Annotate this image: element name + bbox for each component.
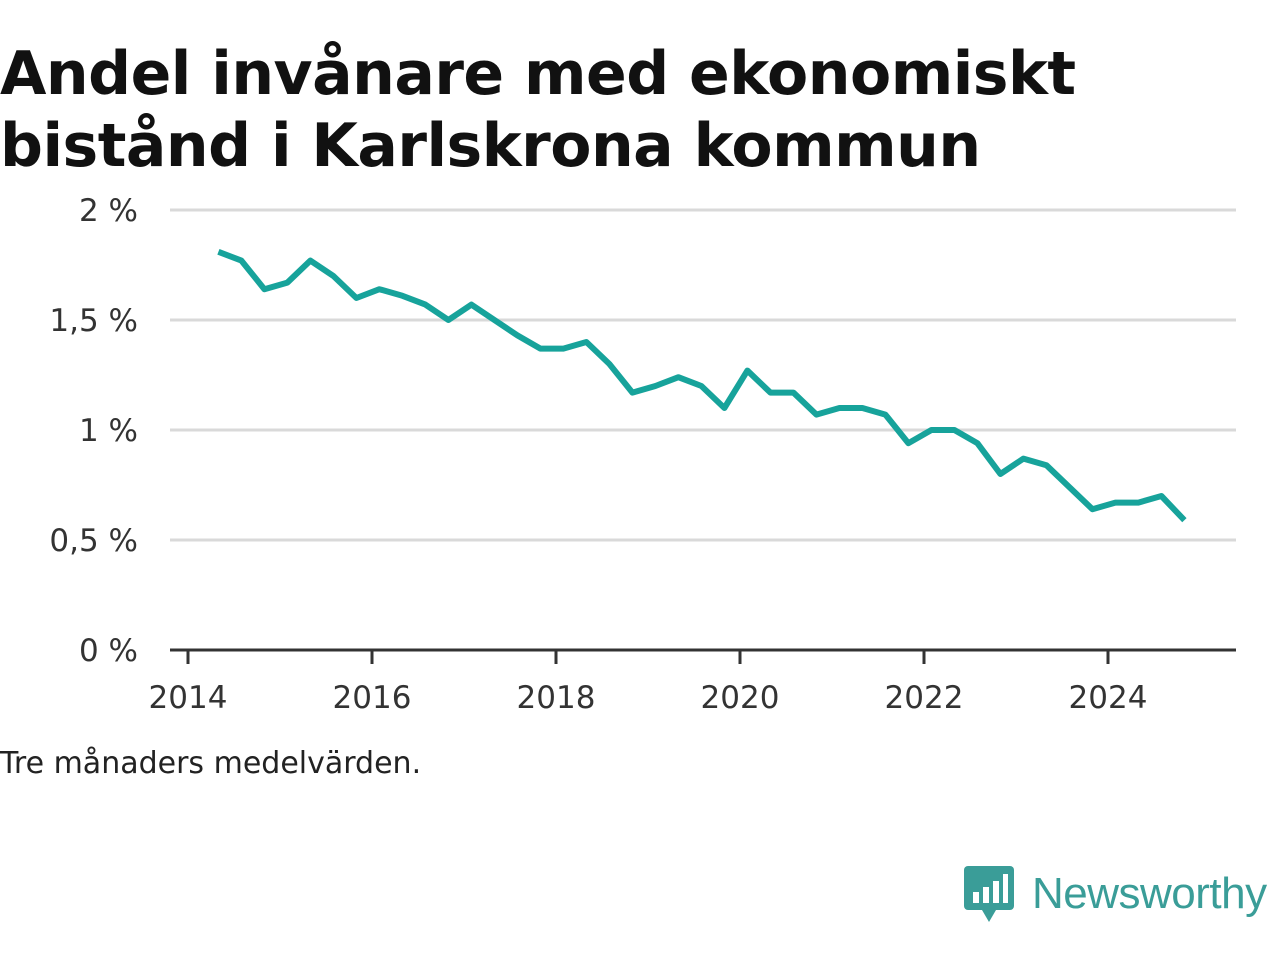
x-tick-label: 2018 (517, 680, 596, 716)
x-tick-label: 2020 (701, 680, 780, 716)
y-tick-label: 0,5 % (49, 523, 138, 559)
chart-note: Tre månaders medelvärden. (0, 746, 422, 781)
x-tick-label: 2022 (885, 680, 964, 716)
series-line (217, 248, 1187, 523)
y-tick-label: 2 % (79, 193, 138, 229)
x-tick-label: 2016 (333, 680, 412, 716)
series-layer (217, 248, 1187, 523)
x-axis-labels: 2014 2016 2018 2020 2022 2024 (149, 680, 1148, 716)
brand-name: Newsworthy (1032, 869, 1267, 918)
newsworthy-logo-icon (964, 866, 1014, 922)
chart-title: Andel invånare med ekonomiskt bistånd i … (0, 39, 1076, 181)
x-tick-label: 2014 (149, 680, 228, 716)
y-axis-labels: 0 % 0,5 % 1 % 1,5 % 2 % (49, 193, 138, 669)
x-tick-label: 2024 (1069, 680, 1148, 716)
y-tick-label: 1 % (79, 413, 138, 449)
x-axis (170, 648, 1236, 664)
y-tick-label: 1,5 % (49, 303, 138, 339)
y-tick-label: 0 % (79, 633, 138, 669)
brand-logo[interactable]: Newsworthy (964, 864, 1267, 924)
gridlines (170, 208, 1236, 542)
